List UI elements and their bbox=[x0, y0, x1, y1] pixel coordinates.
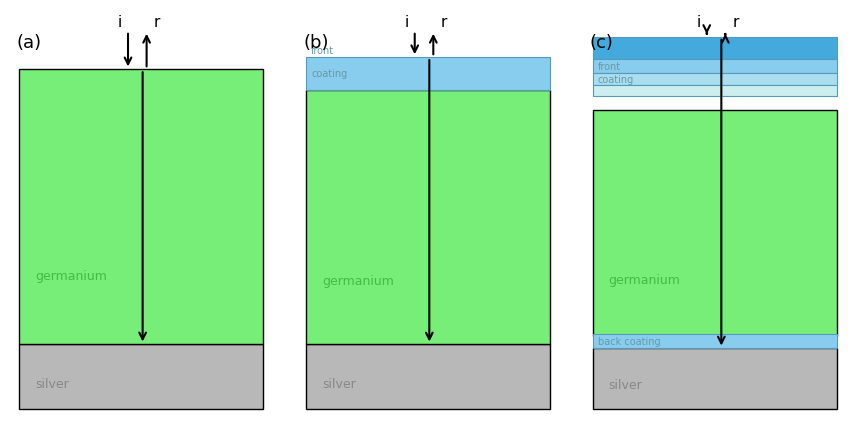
Bar bbox=[306, 90, 550, 345]
Bar bbox=[592, 111, 837, 336]
Bar bbox=[306, 58, 550, 90]
Bar bbox=[592, 335, 837, 349]
Bar bbox=[19, 345, 264, 409]
Text: front: front bbox=[597, 62, 621, 72]
Text: germanium: germanium bbox=[35, 270, 107, 283]
Text: coating: coating bbox=[597, 75, 634, 85]
Text: (a): (a) bbox=[16, 34, 42, 52]
Text: r: r bbox=[733, 15, 739, 30]
Text: coating: coating bbox=[312, 69, 348, 79]
Text: back coating: back coating bbox=[597, 337, 661, 347]
Text: silver: silver bbox=[35, 377, 68, 390]
Text: r: r bbox=[154, 15, 160, 30]
Bar bbox=[19, 70, 264, 345]
Text: (c): (c) bbox=[590, 34, 614, 52]
Text: (b): (b) bbox=[303, 34, 329, 52]
Text: r: r bbox=[441, 15, 447, 30]
Text: silver: silver bbox=[609, 378, 642, 391]
Text: germanium: germanium bbox=[609, 273, 681, 286]
Bar bbox=[592, 38, 837, 60]
Bar bbox=[306, 345, 550, 409]
Bar bbox=[592, 60, 837, 74]
Text: front: front bbox=[312, 46, 335, 56]
Text: i: i bbox=[697, 15, 701, 30]
Bar bbox=[592, 349, 837, 409]
Bar bbox=[592, 86, 837, 96]
Text: i: i bbox=[405, 15, 409, 30]
Bar bbox=[592, 74, 837, 86]
Text: i: i bbox=[118, 15, 122, 30]
Text: germanium: germanium bbox=[322, 275, 394, 287]
Text: silver: silver bbox=[322, 377, 355, 390]
